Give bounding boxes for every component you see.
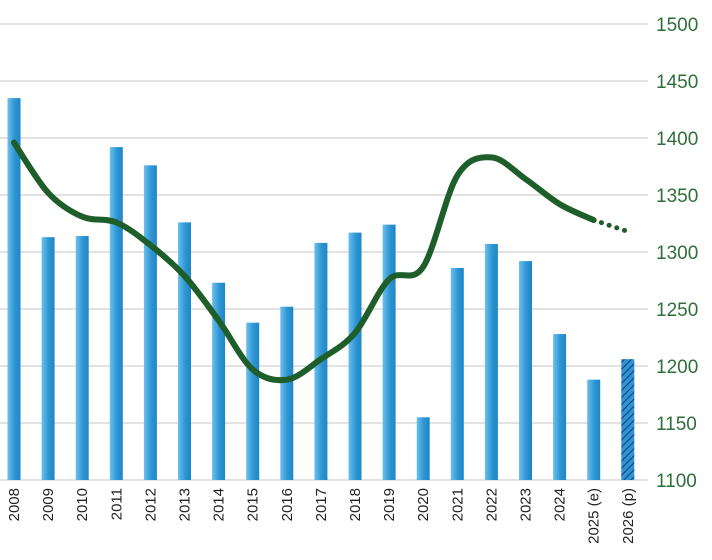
bar-2009 (41, 237, 55, 480)
x-tick-label-2020: 2020 (415, 488, 432, 521)
line-series-projection (591, 217, 631, 234)
x-tick-label-2017: 2017 (313, 488, 330, 521)
bar-2018 (348, 232, 362, 480)
bar-2015 (246, 322, 260, 480)
y-tick-label-1450: 1450 (656, 72, 698, 93)
bar-2011 (109, 147, 123, 480)
x-tick-label-2010: 2010 (74, 488, 91, 521)
bar-2022 (484, 244, 498, 480)
x-tick-label-2016: 2016 (279, 488, 296, 521)
bar-2021 (450, 267, 464, 480)
x-tick-label-2018: 2018 (347, 488, 364, 521)
y-tick-label-1500: 1500 (656, 15, 698, 36)
y-tick-label-1350: 1350 (656, 186, 698, 207)
bar-2008 (7, 98, 21, 480)
x-tick-label-2008: 2008 (6, 488, 23, 521)
x-tick-label-2022: 2022 (483, 488, 500, 521)
bar-2013 (178, 222, 191, 481)
bar-2014 (212, 282, 226, 480)
x-tick-label-2014: 2014 (211, 488, 228, 521)
y-tick-label-1250: 1250 (656, 300, 698, 321)
y-axis-ticks: 1100 1150 1200 1250 1300 1350 1400 1450 1500 (656, 15, 698, 492)
line-series (11, 139, 631, 384)
bar-2025 (e) (587, 379, 601, 480)
bar-2010 (75, 236, 89, 480)
bar-2016 (280, 306, 294, 480)
y-tick-label-1200: 1200 (656, 357, 698, 378)
x-tick-label-2021: 2021 (449, 488, 466, 521)
x-tick-label-2019: 2019 (381, 488, 398, 521)
x-tick-label-2011: 2011 (108, 488, 125, 520)
x-tick-label-2015: 2015 (245, 488, 262, 521)
x-tick-label-2023: 2023 (518, 488, 535, 521)
x-tick-label-2024: 2024 (552, 488, 569, 521)
y-tick-label-1400: 1400 (656, 129, 698, 150)
bar-2026 (p) (621, 359, 635, 480)
y-tick-label-1300: 1300 (656, 243, 698, 264)
y-tick-label-1150: 1150 (656, 414, 697, 435)
bar-2019 (382, 224, 396, 480)
x-axis-labels: 2008 2009 2010 2011 2012 2013 2014 2015 2016 2017… (6, 488, 637, 544)
x-tick-label-2012: 2012 (142, 488, 159, 521)
x-tick-label-2013: 2013 (177, 488, 194, 521)
bar-2024 (553, 334, 567, 480)
bar-2012 (143, 165, 157, 481)
x-tick-label-2009: 2009 (40, 488, 57, 521)
y-tick-label-1100: 1100 (656, 471, 697, 492)
bar-2023 (519, 261, 532, 480)
bar-2020 (416, 417, 430, 480)
bar-series (7, 98, 635, 481)
x-tick-label-2026 (p): 2026 (p) (620, 488, 637, 544)
line-series-solid (11, 139, 597, 384)
x-tick-label-2025 (e): 2025 (e) (586, 488, 603, 544)
